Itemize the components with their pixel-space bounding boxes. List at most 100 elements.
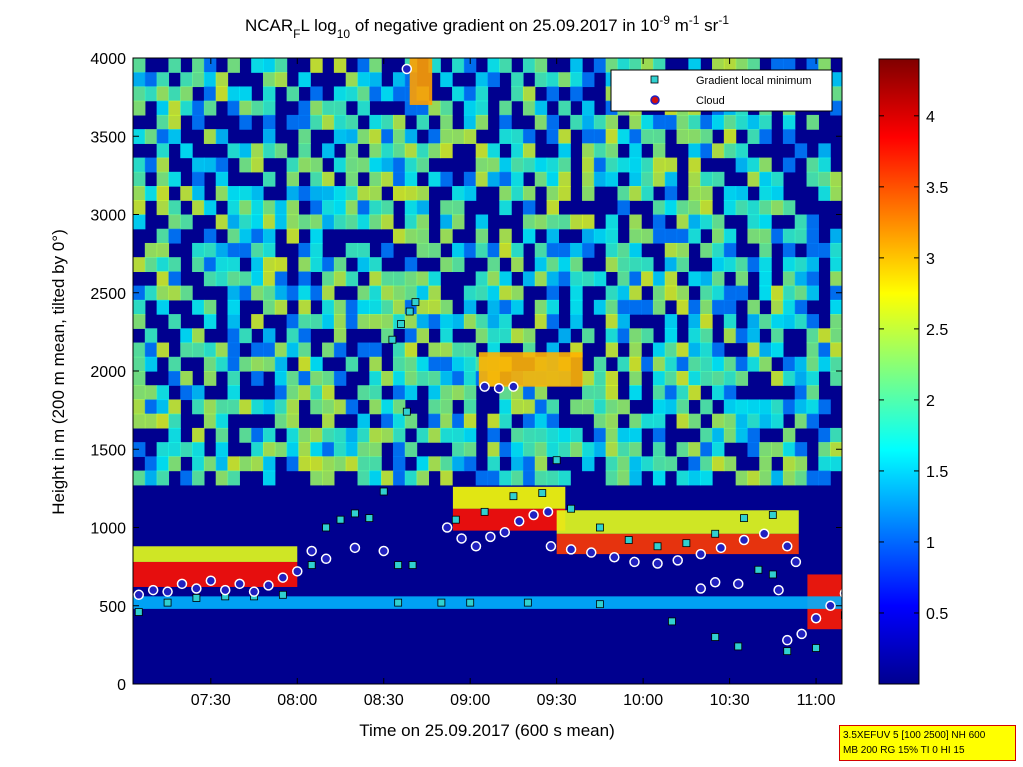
heatmap-cell — [676, 214, 689, 230]
heatmap-cell — [747, 442, 760, 457]
heatmap-cell — [440, 328, 453, 344]
gradient-minimum-point — [394, 598, 403, 607]
heatmap-cell — [133, 214, 146, 230]
heatmap-cell — [546, 186, 559, 201]
heatmap-cell — [357, 86, 370, 102]
heatmap-cell — [215, 171, 229, 187]
heatmap-cell — [723, 314, 737, 329]
heatmap-cell — [452, 200, 465, 216]
heatmap-cell — [333, 114, 347, 130]
heatmap-cell — [286, 228, 300, 244]
heatmap-cell — [463, 399, 477, 415]
heatmap-cell — [582, 385, 595, 401]
heatmap-cell — [463, 456, 477, 472]
heatmap-cell — [700, 456, 713, 472]
heatmap-cell — [700, 271, 713, 287]
heatmap-cell — [641, 171, 654, 187]
heatmap-cell — [345, 86, 359, 102]
cloud-point — [738, 534, 750, 546]
heatmap-cell — [771, 171, 784, 187]
y-axis-label: Height in m (200 m mean, tilted by 0°) — [49, 229, 68, 515]
heatmap-cell — [794, 470, 808, 486]
heatmap-cell — [357, 314, 370, 329]
heatmap-cell — [357, 442, 370, 457]
heatmap-cell — [487, 442, 500, 457]
heatmap-cell — [546, 129, 559, 144]
heatmap-cell — [168, 214, 181, 230]
heatmap-cell — [522, 228, 536, 244]
heatmap-cell — [168, 228, 181, 244]
heatmap-cell — [392, 413, 406, 429]
heatmap-cell — [582, 157, 595, 173]
heatmap-cell — [144, 157, 158, 173]
heatmap-cell — [605, 143, 619, 159]
heatmap-cell — [404, 271, 418, 287]
heatmap-cell — [274, 58, 288, 73]
heatmap-cell — [274, 413, 288, 429]
heatmap-cell — [452, 356, 465, 372]
heatmap-cell — [463, 342, 477, 358]
heatmap-cell — [570, 257, 583, 273]
heatmap-cell — [322, 186, 335, 201]
heatmap-cell — [747, 356, 760, 372]
heatmap-cell — [771, 186, 784, 201]
heatmap-cell — [771, 470, 784, 486]
heatmap-cell — [168, 427, 181, 443]
heatmap-cell — [700, 371, 713, 386]
heatmap-cell — [688, 356, 701, 372]
heatmap-cell — [723, 186, 737, 201]
heatmap-cell — [262, 228, 276, 244]
heatmap-cell — [782, 442, 796, 457]
heatmap-cell — [274, 399, 288, 415]
heatmap-cell — [546, 214, 559, 230]
heatmap-cell — [463, 129, 477, 144]
y-tick-label: 0 — [117, 677, 126, 694]
heatmap-cell — [156, 72, 170, 88]
heatmap-cell — [463, 114, 477, 130]
heatmap-cell — [794, 285, 808, 301]
heatmap-cell — [286, 413, 300, 429]
heatmap-cell — [629, 271, 642, 287]
heatmap-cell — [369, 72, 382, 88]
heatmap-cell — [522, 427, 536, 443]
heatmap-cell — [688, 299, 701, 315]
heatmap-cell — [688, 314, 701, 329]
heatmap-cell — [310, 214, 323, 230]
heatmap-cell — [369, 427, 382, 443]
heatmap-cell — [511, 470, 524, 486]
heatmap-cell — [759, 200, 772, 216]
cloud-point — [219, 584, 231, 596]
heatmap-cell — [381, 399, 394, 415]
heatmap-cell — [298, 271, 311, 287]
heatmap-cell — [333, 86, 347, 102]
heatmap-cell — [345, 129, 359, 144]
heatmap-cell — [298, 314, 311, 329]
heatmap-cell — [262, 58, 276, 73]
gradient-minimum-point — [336, 515, 345, 524]
heatmap-cell — [712, 242, 725, 258]
heatmap-cell — [806, 285, 819, 301]
heatmap-cell — [357, 72, 370, 88]
heatmap-cell — [641, 271, 654, 287]
heatmap-cell — [747, 157, 760, 173]
heatmap-cell — [534, 442, 548, 457]
heatmap-cell — [487, 413, 500, 429]
heatmap-cell — [239, 228, 252, 244]
heatmap-cell — [298, 114, 311, 130]
heatmap-cell — [605, 413, 619, 429]
cloud-point — [456, 533, 467, 544]
heatmap-cell — [156, 257, 170, 273]
heatmap-cell — [239, 328, 252, 344]
heatmap-cell — [664, 171, 678, 187]
heatmap-cell — [428, 171, 441, 187]
heatmap-cell — [274, 356, 288, 372]
colorbar-tick-label: 2 — [926, 393, 935, 410]
heatmap-cell — [782, 271, 796, 287]
x-tick-label: 10:00 — [623, 692, 663, 709]
cloud-point — [796, 628, 807, 640]
heatmap-cell — [617, 271, 630, 287]
heatmap-cell — [369, 456, 382, 472]
heatmap-cell — [652, 456, 666, 472]
heatmap-cell — [322, 299, 335, 315]
